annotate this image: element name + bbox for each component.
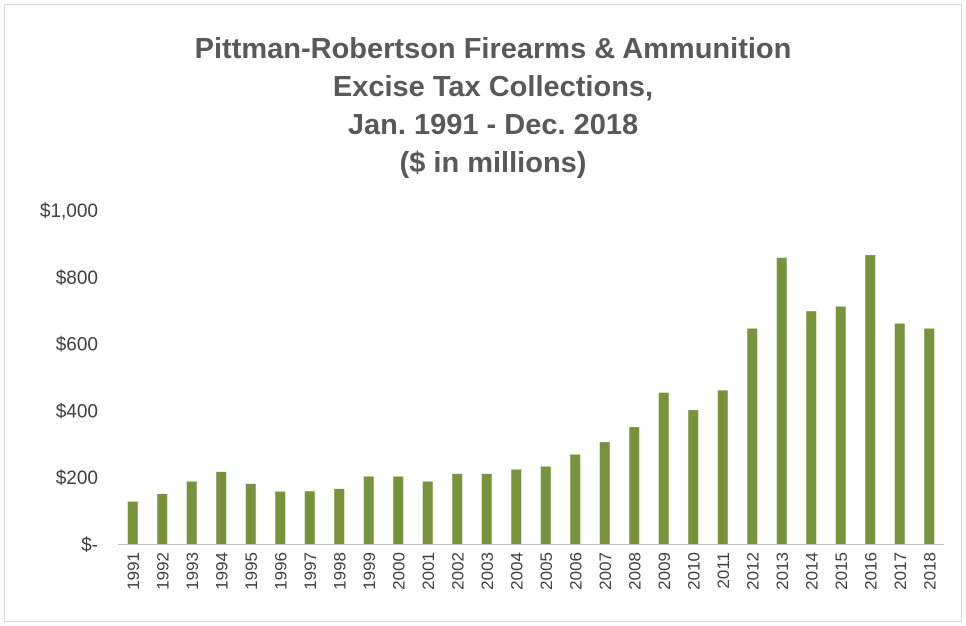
bar-2018 bbox=[924, 328, 935, 544]
chart-title-line: Jan. 1991 - Dec. 2018 bbox=[348, 109, 638, 141]
y-tick-label: $600 bbox=[56, 335, 98, 356]
x-tick-label: 2017 bbox=[891, 552, 910, 590]
bar-2000 bbox=[393, 476, 404, 544]
bar-2017 bbox=[894, 323, 905, 544]
bar-2010 bbox=[688, 410, 699, 544]
x-tick-label: 1995 bbox=[242, 552, 261, 590]
chart-title-line: Excise Tax Collections, bbox=[333, 71, 653, 103]
bar-2014 bbox=[806, 311, 817, 544]
bar-1996 bbox=[275, 491, 286, 544]
chart-title-line: Pittman-Robertson Firearms & Ammunition bbox=[195, 33, 792, 65]
bar-1991 bbox=[127, 501, 138, 544]
y-tick-label: $1,000 bbox=[40, 201, 98, 222]
x-tick-label: 2014 bbox=[802, 552, 821, 590]
y-axis-ticks: $- $200 $400 $600 $800 $1,000 bbox=[40, 201, 98, 556]
x-tick-label: 2006 bbox=[566, 552, 585, 590]
bar-2013 bbox=[776, 257, 787, 544]
bar-2004 bbox=[511, 469, 522, 544]
x-tick-label: 1996 bbox=[271, 552, 290, 590]
bar-2007 bbox=[599, 442, 610, 544]
x-tick-label: 2018 bbox=[920, 552, 939, 590]
x-tick-label: 2002 bbox=[448, 552, 467, 590]
bar-2009 bbox=[658, 392, 669, 544]
bar-1999 bbox=[363, 476, 374, 544]
x-tick-label: 2015 bbox=[832, 552, 851, 590]
x-tick-label: 2008 bbox=[625, 552, 644, 590]
bar-2015 bbox=[835, 306, 846, 544]
y-tick-label: $200 bbox=[56, 468, 98, 489]
bar-1993 bbox=[186, 481, 197, 544]
x-tick-label: 2009 bbox=[655, 552, 674, 590]
bar-2006 bbox=[570, 454, 581, 544]
bar-1998 bbox=[334, 488, 345, 544]
y-tick-label: $- bbox=[81, 535, 98, 556]
x-tick-label: 2016 bbox=[861, 552, 880, 590]
x-tick-label: 1997 bbox=[301, 552, 320, 590]
bar-2012 bbox=[747, 328, 758, 544]
x-tick-label: 1999 bbox=[360, 552, 379, 590]
x-tick-label: 2013 bbox=[773, 552, 792, 590]
bar-1997 bbox=[304, 491, 315, 544]
bar-1992 bbox=[157, 493, 168, 544]
bar-2011 bbox=[717, 390, 728, 544]
x-tick-label: 2007 bbox=[596, 552, 615, 590]
x-tick-label: 2011 bbox=[714, 552, 733, 589]
bar-2016 bbox=[865, 255, 876, 544]
x-tick-label: 1998 bbox=[330, 552, 349, 590]
bar-chart: Pittman-Robertson Firearms & Ammunition E… bbox=[40, 33, 944, 590]
x-tick-label: 1991 bbox=[124, 552, 143, 590]
x-tick-label: 2001 bbox=[419, 552, 438, 590]
chart-title-line: ($ in millions) bbox=[400, 147, 587, 179]
bar-1994 bbox=[216, 471, 227, 544]
chart-title: Pittman-Robertson Firearms & Ammunition E… bbox=[195, 33, 792, 179]
y-tick-label: $800 bbox=[56, 268, 98, 289]
x-tick-label: 1994 bbox=[212, 552, 231, 590]
x-tick-label: 2004 bbox=[507, 552, 526, 590]
bar-2008 bbox=[629, 427, 640, 544]
x-tick-label: 2005 bbox=[537, 552, 556, 590]
x-tick-label: 2000 bbox=[389, 552, 408, 590]
x-tick-label: 1993 bbox=[183, 552, 202, 590]
bars bbox=[127, 255, 935, 544]
y-tick-label: $400 bbox=[56, 401, 98, 422]
bar-2003 bbox=[481, 473, 492, 544]
bar-2001 bbox=[422, 481, 433, 544]
bar-2002 bbox=[452, 473, 463, 544]
x-tick-label: 2010 bbox=[684, 552, 703, 590]
x-tick-label: 1992 bbox=[153, 552, 172, 590]
x-axis-ticks: 1991 1992 1993 1994 1995 1996 1997 1998 1999 2000… bbox=[124, 552, 940, 590]
chart-frame: Pittman-Robertson Firearms & Ammunition E… bbox=[4, 4, 962, 622]
x-tick-label: 2012 bbox=[743, 552, 762, 590]
bar-2005 bbox=[540, 466, 551, 544]
x-tick-label: 2003 bbox=[478, 552, 497, 590]
bar-1995 bbox=[245, 483, 256, 544]
